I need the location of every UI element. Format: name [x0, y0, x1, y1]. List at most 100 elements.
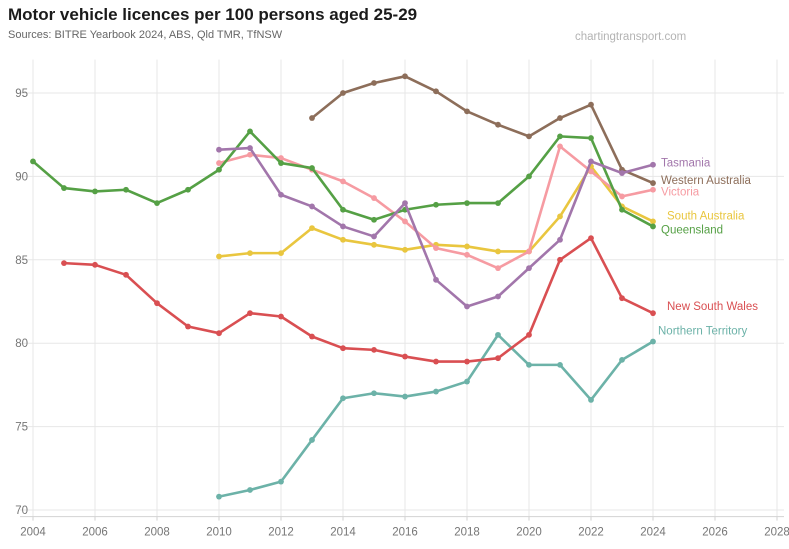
series-marker-new-south-wales [557, 256, 563, 263]
series-marker-tasmania [464, 303, 470, 310]
series-marker-victoria [495, 265, 501, 272]
series-marker-northern-territory [278, 478, 284, 485]
series-marker-queensland [30, 158, 36, 165]
series-marker-queensland [340, 206, 346, 213]
series-marker-northern-territory [495, 331, 501, 338]
series-marker-victoria [526, 248, 532, 255]
series-marker-new-south-wales [495, 355, 501, 362]
series-marker-western-australia [433, 88, 439, 95]
series-marker-tasmania [495, 293, 501, 300]
x-tick-label: 2024 [640, 527, 666, 539]
series-marker-victoria [619, 193, 625, 200]
series-label-queensland: Queensland [661, 224, 723, 236]
series-marker-northern-territory [526, 361, 532, 368]
series-marker-south-australia [402, 246, 408, 253]
series-marker-new-south-wales [526, 331, 532, 338]
series-marker-new-south-wales [309, 333, 315, 340]
series-marker-northern-territory [340, 395, 346, 402]
watermark: chartingtransport.com [575, 31, 687, 43]
series-marker-queensland [371, 216, 377, 223]
series-marker-western-australia [371, 80, 377, 86]
series-marker-queensland [216, 166, 222, 173]
series-marker-western-australia [557, 115, 563, 121]
x-tick-label: 2020 [516, 527, 542, 539]
series-marker-new-south-wales [123, 271, 129, 278]
series-marker-western-australia [340, 90, 346, 96]
series-label-tasmania: Tasmania [661, 158, 711, 170]
series-marker-western-australia [495, 121, 501, 128]
series-marker-northern-territory [650, 338, 656, 345]
series-marker-western-australia [402, 73, 408, 80]
series-marker-queensland [464, 200, 470, 206]
series-marker-queensland [154, 200, 160, 206]
x-tick-label: 2010 [206, 527, 232, 539]
series-marker-tasmania [402, 200, 408, 206]
series-marker-northern-territory [433, 388, 439, 395]
sources-caption: Sources: BITRE Yearbook 2024, ABS, Qld T… [8, 29, 283, 41]
series-marker-new-south-wales [340, 345, 346, 352]
series-marker-new-south-wales [588, 235, 594, 242]
y-tick-label: 90 [15, 171, 28, 183]
series-marker-new-south-wales [216, 330, 222, 337]
series-marker-tasmania [619, 170, 625, 176]
series-marker-northern-territory [619, 356, 625, 363]
series-marker-northern-territory [402, 393, 408, 400]
series-marker-new-south-wales [154, 300, 160, 307]
series-marker-western-australia [464, 108, 470, 115]
series-marker-tasmania [371, 233, 377, 240]
series-marker-western-australia [588, 101, 594, 108]
series-marker-northern-territory [216, 493, 222, 500]
series-marker-south-australia [650, 218, 656, 225]
series-marker-queensland [433, 201, 439, 208]
y-tick-label: 80 [15, 338, 28, 350]
series-marker-queensland [123, 186, 129, 193]
series-marker-victoria [340, 178, 346, 185]
series-line-new-south-wales [62, 236, 655, 363]
series-marker-northern-territory [247, 487, 253, 493]
series-marker-new-south-wales [278, 313, 284, 320]
series-marker-northern-territory [309, 437, 315, 443]
series-label-western-australia: Western Australia [661, 175, 752, 187]
series-marker-queensland [309, 165, 315, 171]
series-marker-queensland [526, 173, 532, 180]
series-marker-victoria [433, 245, 439, 252]
series-marker-new-south-wales [464, 358, 470, 365]
y-tick-label: 70 [15, 505, 28, 517]
series-marker-south-australia [464, 243, 470, 250]
series-marker-new-south-wales [61, 260, 67, 267]
series-marker-queensland [619, 206, 625, 213]
series-marker-new-south-wales [650, 310, 656, 317]
series-marker-new-south-wales [433, 358, 439, 365]
series-line-western-australia [310, 75, 655, 185]
series-label-south-australia: South Australia [667, 210, 745, 222]
x-tick-label: 2026 [702, 527, 728, 539]
series-marker-south-australia [371, 241, 377, 248]
x-tick-label: 2006 [82, 527, 108, 539]
y-tick-label: 95 [15, 88, 28, 100]
series-line-tasmania [217, 146, 655, 308]
x-tick-label: 2014 [330, 527, 356, 539]
series-marker-queensland [92, 188, 98, 195]
series-marker-victoria [247, 151, 253, 158]
series-marker-south-australia [495, 248, 501, 255]
series-marker-new-south-wales [247, 310, 253, 317]
series-marker-queensland [650, 223, 656, 230]
series-marker-tasmania [278, 191, 284, 198]
series-marker-victoria [464, 251, 470, 258]
x-tick-label: 2004 [20, 527, 46, 539]
series-marker-victoria [402, 218, 408, 225]
series-marker-new-south-wales [92, 261, 98, 268]
series-marker-northern-territory [371, 390, 377, 397]
series-marker-tasmania [247, 145, 253, 151]
series-label-northern-territory: Northern Territory [658, 326, 748, 338]
x-tick-label: 2018 [454, 527, 480, 539]
series-marker-victoria [216, 160, 222, 166]
series-marker-new-south-wales [371, 346, 377, 353]
series-marker-tasmania [216, 146, 222, 153]
series-marker-south-australia [340, 236, 346, 243]
x-tick-label: 2022 [578, 527, 604, 539]
series-marker-tasmania [650, 161, 656, 168]
x-tick-label: 2016 [392, 527, 418, 539]
